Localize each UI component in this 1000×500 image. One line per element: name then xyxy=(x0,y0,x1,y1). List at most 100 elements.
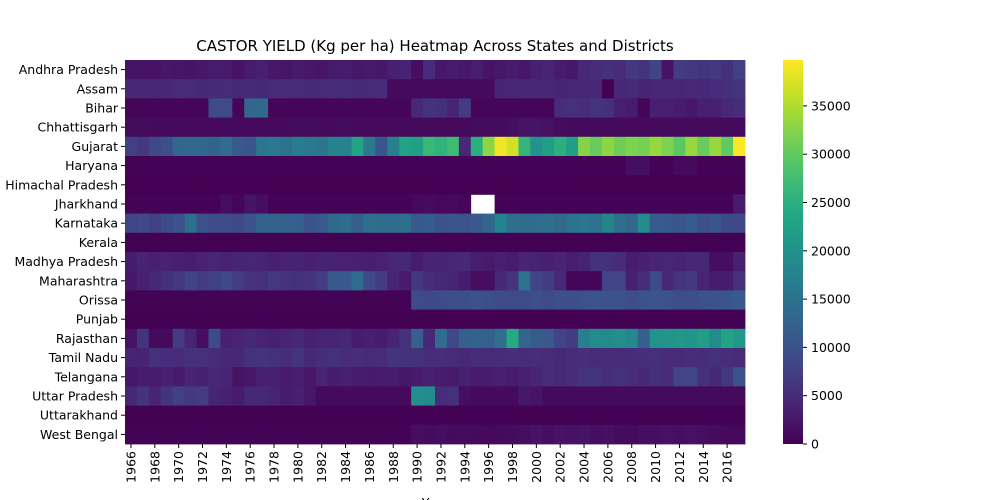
heatmap-cell xyxy=(136,328,150,349)
heatmap-cell xyxy=(435,136,448,157)
heatmap-cell xyxy=(244,405,257,426)
heatmap-cell xyxy=(721,232,734,253)
heatmap-cell xyxy=(351,328,364,349)
heatmap-cell xyxy=(423,252,436,272)
y-tick-label: Uttarakhand xyxy=(40,408,118,423)
heatmap-cell xyxy=(649,136,662,157)
heatmap-cell xyxy=(303,79,317,99)
heatmap-cell xyxy=(220,213,233,234)
heatmap-cell xyxy=(435,156,448,176)
heatmap-cell xyxy=(601,328,615,349)
heatmap-cell xyxy=(399,386,412,406)
heatmap-cell xyxy=(506,386,519,406)
heatmap-cell xyxy=(613,79,627,99)
heatmap-cell xyxy=(208,79,221,99)
heatmap-cell xyxy=(458,348,472,368)
heatmap-cell xyxy=(542,386,555,406)
heatmap-cell xyxy=(411,367,424,387)
heatmap-cell xyxy=(494,290,507,310)
heatmap-cell xyxy=(482,79,496,99)
heatmap-cell xyxy=(506,309,519,330)
heatmap-cell xyxy=(387,136,400,157)
heatmap-cell xyxy=(399,136,412,157)
heatmap-cell xyxy=(554,98,567,118)
heatmap-cell xyxy=(148,328,162,349)
heatmap-cell xyxy=(482,136,496,157)
heatmap-cell xyxy=(411,136,424,157)
heatmap-cell xyxy=(601,156,615,176)
x-tick-label: 2016 xyxy=(720,451,735,483)
heatmap-cell xyxy=(697,232,710,253)
heatmap-cell xyxy=(649,424,662,445)
heatmap-cell xyxy=(303,367,317,387)
heatmap-cell xyxy=(446,309,460,330)
colorbar-tick-label: 20000 xyxy=(811,243,851,258)
heatmap-cell xyxy=(435,79,448,99)
heatmap-cell xyxy=(661,213,674,234)
heatmap-cell xyxy=(387,252,400,272)
heatmap-cell xyxy=(697,424,710,445)
heatmap-cell xyxy=(423,271,436,291)
heatmap-cell xyxy=(673,194,686,214)
heatmap-cell xyxy=(590,156,603,176)
heatmap-cell xyxy=(136,309,150,330)
heatmap-cell xyxy=(733,98,746,118)
heatmap-cell xyxy=(208,309,221,330)
heatmap-cell xyxy=(148,79,162,99)
heatmap-cell xyxy=(423,328,436,349)
heatmap-cell xyxy=(423,424,436,445)
heatmap-cell xyxy=(280,424,293,445)
heatmap-cell xyxy=(125,232,138,253)
heatmap-cell xyxy=(578,424,591,445)
heatmap-cell xyxy=(482,98,496,118)
heatmap-cell xyxy=(482,405,496,426)
heatmap-cell xyxy=(256,98,269,118)
heatmap-cell xyxy=(315,79,329,99)
heatmap-cell xyxy=(554,328,567,349)
heatmap-cell xyxy=(291,79,305,99)
heatmap-cell xyxy=(280,136,293,157)
heatmap-cell xyxy=(363,367,376,387)
heatmap-cell xyxy=(423,156,436,176)
heatmap-cell xyxy=(363,252,376,272)
heatmap-cell xyxy=(458,175,472,195)
heatmap-cell xyxy=(303,156,317,176)
heatmap-cell xyxy=(160,156,174,176)
heatmap-cell xyxy=(578,405,591,426)
heatmap-cell xyxy=(280,98,293,118)
heatmap-cell xyxy=(208,156,221,176)
heatmap-cell xyxy=(590,79,603,99)
heatmap-cell xyxy=(542,213,555,234)
heatmap-cell xyxy=(482,232,496,253)
heatmap-cell xyxy=(649,367,662,387)
heatmap-cell xyxy=(661,60,674,80)
heatmap-cell xyxy=(721,367,734,387)
heatmap-cell xyxy=(494,98,507,118)
heatmap-cell xyxy=(125,424,138,445)
heatmap-cell xyxy=(423,386,436,406)
heatmap-cell xyxy=(184,194,197,214)
heatmap-cell xyxy=(649,309,662,330)
heatmap-cell xyxy=(697,252,710,272)
heatmap-cell xyxy=(196,252,209,272)
heatmap-cell xyxy=(458,252,472,272)
heatmap-cell xyxy=(232,213,245,234)
heatmap-cell xyxy=(601,136,615,157)
heatmap-cell xyxy=(375,98,388,118)
heatmap-cell xyxy=(601,386,615,406)
heatmap-cell xyxy=(482,424,496,445)
heatmap-cell xyxy=(661,175,674,195)
heatmap-cell xyxy=(601,60,615,80)
heatmap-cell xyxy=(411,79,424,99)
heatmap-cell xyxy=(196,309,209,330)
heatmap-cell xyxy=(148,194,162,214)
heatmap-cell xyxy=(184,290,197,310)
heatmap-cell xyxy=(673,328,686,349)
x-tick-label: 2014 xyxy=(696,451,711,483)
heatmap-cell xyxy=(721,386,734,406)
heatmap-cell xyxy=(721,117,734,138)
heatmap-cell xyxy=(506,79,519,99)
heatmap-cell xyxy=(590,194,603,214)
heatmap-cell xyxy=(136,424,150,445)
heatmap-cell xyxy=(446,252,460,272)
